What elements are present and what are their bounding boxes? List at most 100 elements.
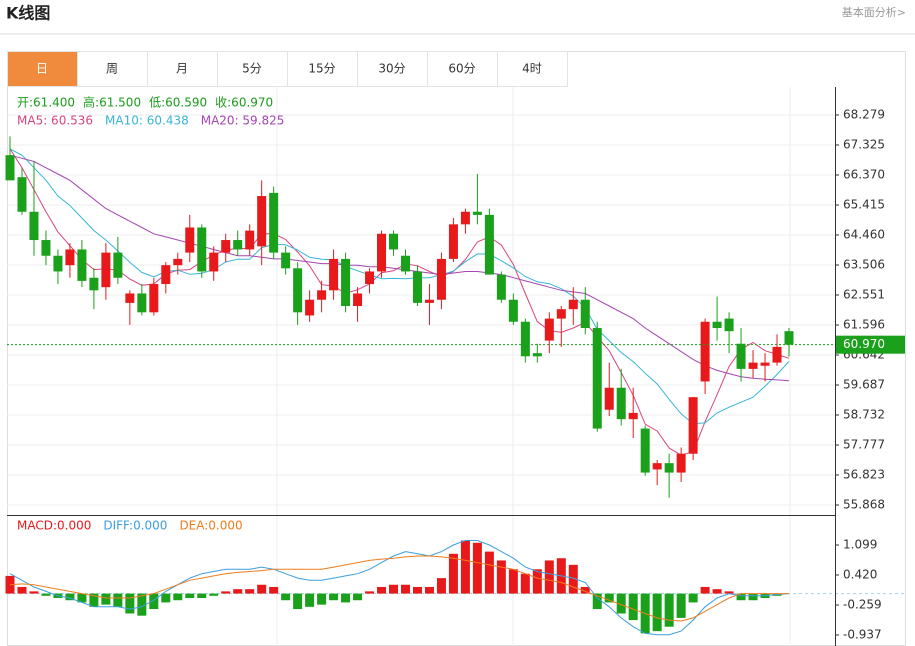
candle-body [640,428,650,473]
candle-body [556,309,566,319]
candle-body [760,362,770,366]
tab-label[interactable]: 周 [106,62,118,76]
macd-bar [508,569,518,594]
macd-bar [580,586,590,594]
candle-body [197,227,207,272]
macd-bar [472,542,482,594]
tab[interactable] [7,51,78,87]
candle-body [329,258,339,291]
y-tick-label: 61.596 [843,318,885,332]
tab-label[interactable]: 月 [176,62,188,76]
candle-body [341,258,351,307]
macd-bar [724,591,734,594]
candle-body [353,293,363,307]
y-tick-label: 55.868 [843,498,885,512]
macd-bar [700,586,710,594]
candle-body [389,233,399,250]
candle-body [101,252,111,288]
macd-bar [736,593,746,601]
macd-bar [293,593,303,610]
legend-entry: MA5: 60.536 [17,114,93,128]
macd-bar [197,593,207,599]
macd-bar [484,551,494,594]
y-tick-label: 0.420 [843,568,877,582]
y-tick-label: 68.279 [843,107,885,121]
candle-body [652,463,662,470]
candle-body [784,331,794,345]
macd-bar [436,578,446,594]
macd-bar [101,593,111,605]
candle-body [113,252,123,278]
candle-body [293,268,303,313]
candle-body [472,211,482,215]
tab-label[interactable]: 4时 [522,62,542,76]
tab[interactable] [217,51,288,87]
candle-body [412,271,422,303]
tab[interactable] [497,51,568,87]
macd-bar [233,589,243,594]
macd-bar [65,593,75,601]
fundamental-link[interactable]: 基本面分析> [842,5,906,19]
tab-label[interactable]: 15分 [308,62,335,76]
macd-bar [592,593,602,610]
macd-bar [377,586,387,594]
macd-bar [341,593,351,603]
legend-entry: 收:60.970 [215,96,273,110]
macd-bar [137,593,147,616]
tab-label[interactable]: 60分 [448,62,475,76]
macd-bar [389,584,399,594]
tab[interactable] [427,51,498,87]
tab-label[interactable]: 日 [36,62,48,76]
y-tick-label: 59.687 [843,377,885,391]
candle-body [424,299,434,303]
macd-bar [544,560,554,594]
candle-body [53,255,63,272]
tab-label[interactable]: 5分 [242,62,262,76]
candle-body [772,346,782,363]
candle-body [149,284,159,313]
legend-entry: 开:61.400 [17,96,75,110]
candle-body [77,249,87,281]
candle-body [185,227,195,253]
macd-bar [149,593,159,610]
y-tick-label: -0.937 [843,627,882,641]
y-tick-label: -0.259 [843,598,882,612]
y-tick-label: 63.506 [843,257,885,271]
candle-body [17,177,27,212]
indicator-line [9,540,790,636]
macd-bar [17,586,27,594]
candle-body [436,258,446,300]
candle-body [592,328,602,429]
macd-bar [652,593,662,632]
candle-body [508,299,518,322]
indicator-line [9,148,790,425]
y-tick-label: 65.415 [843,197,885,211]
macd-bar [520,573,530,594]
candle-body [568,299,578,310]
macd-bar [329,593,339,601]
macd-bar [77,593,87,603]
macd-bar [173,593,183,601]
last-price-label: 60.970 [843,337,885,351]
tab-label[interactable]: 30分 [378,62,405,76]
macd-bar [688,593,698,603]
tab[interactable] [147,51,218,87]
plot-area: 68.279 67.325 66.370 65.415 64.460 63.506 62.5… [5,95,905,641]
legend-entry: DIFF:0.000 [103,519,167,533]
macd-bar [460,540,470,594]
candle-body [496,274,506,300]
tab[interactable] [357,51,428,87]
y-tick-label: 1.099 [843,538,877,552]
candle-body [748,362,758,369]
macd-bar [161,593,171,603]
macd-bar [532,569,542,594]
candle-body [125,293,135,303]
y-tick-label: 58.732 [843,408,885,422]
macd-bar [89,593,99,607]
macd-bar [412,586,422,594]
macd-bar [424,586,434,594]
indicator-line [9,148,790,456]
macd-bar [712,589,722,594]
candle-body [532,353,542,357]
